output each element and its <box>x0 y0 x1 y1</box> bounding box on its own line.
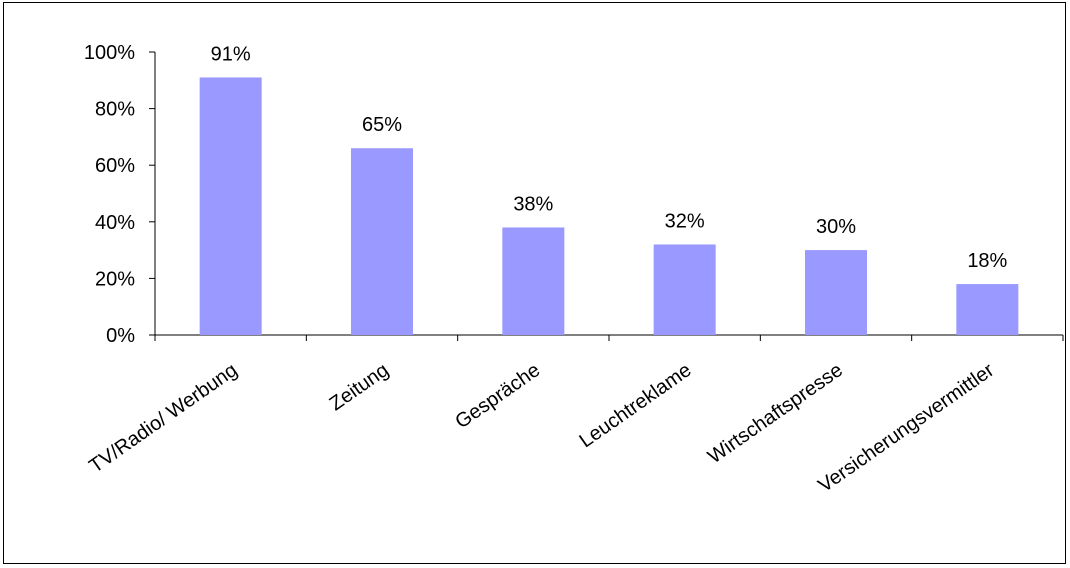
bar <box>653 244 716 335</box>
y-tick-label: 100% <box>84 42 135 64</box>
bar-data-label: 65% <box>362 114 402 136</box>
y-tick-label: 60% <box>95 155 135 177</box>
category-labels: TV/Radio/ Werbung Zeitung Gespräche Leuchtr… <box>85 359 998 497</box>
category-label: Leuchtreklame <box>575 359 695 452</box>
bar-data-label: 18% <box>967 250 1007 272</box>
bar <box>805 250 867 335</box>
y-axis: 0% 20% 40% 60% 80% 100% <box>84 42 156 347</box>
bar <box>351 148 413 335</box>
category-label: TV/Radio/ Werbung <box>85 359 241 478</box>
bar-data-label: 91% <box>211 43 251 65</box>
bar <box>502 227 565 335</box>
bar-data-label: 38% <box>513 193 553 215</box>
x-axis <box>154 334 1064 341</box>
bar-data-label: 32% <box>665 210 705 232</box>
y-tick-label: 0% <box>106 325 135 347</box>
bar <box>199 77 262 335</box>
category-label: Wirtschaftspresse <box>704 359 847 468</box>
category-label: Zeitung <box>326 359 393 415</box>
bars <box>199 77 1019 335</box>
y-tick-label: 40% <box>95 212 135 234</box>
data-labels: 91% 65% 38% 32% 30% 18% <box>211 43 1008 272</box>
category-label: Gespräche <box>451 359 544 433</box>
bar <box>956 284 1019 335</box>
bar-data-label: 30% <box>816 216 856 238</box>
y-tick-label: 80% <box>95 99 135 121</box>
y-tick-label: 20% <box>95 268 135 290</box>
